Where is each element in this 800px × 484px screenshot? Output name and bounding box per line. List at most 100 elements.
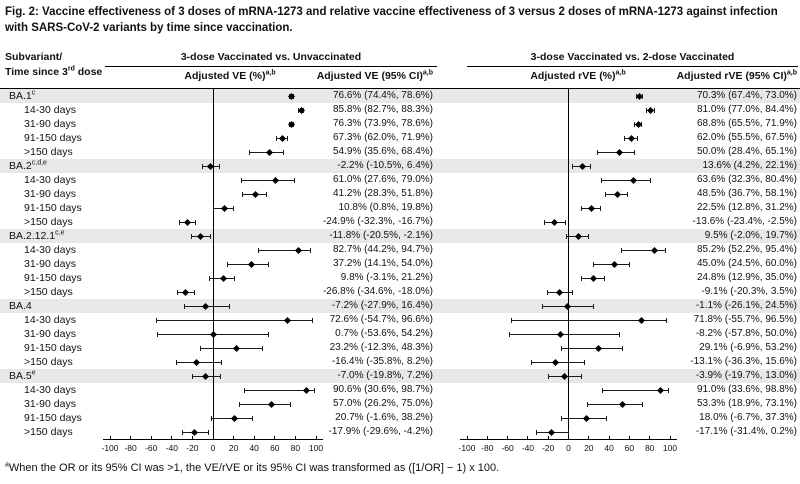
ci-cap-high (592, 303, 594, 309)
ve-ci-text: 57.0% (26.2%, 75.0%) (332, 398, 433, 409)
axis-tick-label: -20 (186, 443, 199, 453)
rve-ci-text: -13.6% (-23.4%, -2.5%) (692, 216, 798, 227)
axis-tick (191, 436, 193, 440)
row-label: 31-90 days (24, 258, 76, 270)
row-label: BA.5e (9, 369, 36, 383)
col-header-adjusted-rve-ci: Adjusted rVE (95% CI)a,b (676, 69, 797, 83)
row-label: 91-150 days (24, 132, 82, 144)
axis-tick-label: 40 (604, 443, 614, 453)
rve-ci-text: -9.1% (-20.3%, 3.5%) (701, 286, 797, 297)
ci-cap-low (244, 387, 246, 393)
ci-cap-low (199, 345, 201, 351)
row-label: BA.2c,d,e (9, 159, 47, 173)
ci-cap-high (583, 359, 585, 365)
axis-tick (628, 436, 630, 440)
ci-cap-low (596, 149, 598, 155)
row-label: 14-30 days (24, 104, 76, 116)
ci-cap-high (268, 261, 270, 267)
ci-cap-high (195, 219, 197, 225)
rve-ci-text: 24.8% (12.9%, 35.0%) (696, 272, 797, 283)
row-label: 91-150 days (24, 202, 82, 214)
rve-ci-text: 91.0% (33.6%, 98.8%) (696, 384, 797, 395)
ci-cap-high (220, 359, 222, 365)
ci-cap-low (572, 163, 574, 169)
ve-ci-text: -24.9% (-32.3%, -16.7%) (322, 216, 433, 227)
ci-cap-high (251, 415, 253, 421)
row-label: BA.1c (9, 89, 36, 103)
table-row: 91-150 days 67.3% (62.0%, 71.9%) 62.0% (… (0, 131, 800, 145)
ci-cap-high (642, 401, 644, 407)
figure-title: Fig. 2: Vaccine effectiveness of 3 doses… (5, 6, 778, 34)
rve-ci-text: 53.3% (18.9%, 73.1%) (696, 398, 797, 409)
rve-ci-text: 45.0% (24.5%, 60.0%) (696, 258, 797, 269)
ci-cap-low (624, 135, 626, 141)
ci-cap-low (191, 233, 193, 239)
axis-tick (150, 436, 152, 440)
rve-ci-text: 22.5% (12.8%, 31.2%) (696, 202, 797, 213)
table-row: >150 days -16.4% (-35.8%, 8.2%) -13.1% (… (0, 355, 800, 369)
table-row: 31-90 days 41.2% (28.3%, 51.8%) 48.5% (3… (0, 187, 800, 201)
axis-tick-label: 0 (566, 443, 571, 453)
ci-cap-high (603, 275, 605, 281)
ci-cap-high (628, 261, 630, 267)
axis-tick-label: -80 (481, 443, 494, 453)
ve-ci-text: -2.2% (-10.5%, 6.4%) (337, 160, 433, 171)
ci-cap-low (548, 373, 549, 379)
point-estimate-diamond (230, 414, 238, 422)
point-estimate-diamond (560, 372, 569, 380)
point-estimate-diamond (556, 330, 564, 338)
axis-tick-label: 20 (584, 443, 594, 453)
ci-cap-low (541, 303, 543, 309)
ci-cap-low (182, 429, 183, 435)
ci-cap-low (156, 317, 158, 323)
axis-tick (608, 436, 610, 440)
point-estimate-diamond (284, 316, 292, 324)
row-header-line1: Subvariant/ (5, 51, 63, 63)
axis-tick-label: 80 (644, 443, 655, 453)
ci-error-bar (258, 249, 311, 251)
row-label: >150 days (24, 146, 73, 158)
ve-ci-text: -7.0% (-19.8%, 7.2%) (337, 370, 433, 381)
rve-ci-text: 48.5% (36.7%, 58.1%) (696, 188, 797, 199)
ci-cap-high (668, 387, 670, 393)
ci-cap-high (636, 135, 638, 141)
ci-cap-low (175, 359, 177, 365)
ve-ci-text: 10.8% (0.8%, 19.8%) (338, 202, 434, 213)
ci-error-bar (601, 179, 651, 181)
point-estimate-diamond (547, 428, 555, 436)
table-row: >150 days -17.9% (-29.6%, -4.2%) -17.1% … (0, 425, 800, 439)
ci-cap-low (239, 401, 241, 407)
table-row: 91-150 days 9.8% (-3.1%, 21.2%) 24.8% (1… (0, 271, 800, 285)
ci-cap-low (249, 149, 251, 155)
ci-cap-high (568, 429, 570, 435)
ci-cap-low (276, 135, 278, 141)
point-estimate-diamond (627, 134, 635, 142)
ci-error-bar (156, 319, 313, 321)
ci-cap-high (571, 289, 573, 295)
ve-ci-text: 61.0% (27.6%, 79.0%) (332, 174, 433, 185)
left-panel-title: 3-dose Vaccinated vs. Unvaccinated (105, 51, 437, 67)
point-estimate-diamond (220, 204, 228, 212)
ci-cap-high (210, 233, 212, 239)
ve-ci-text: 54.9% (35.6%, 68.4%) (332, 146, 433, 157)
ci-error-bar (241, 179, 295, 181)
ve-ci-text: 67.3% (62.0%, 71.9%) (332, 132, 433, 143)
point-estimate-diamond (202, 302, 210, 310)
ci-cap-low (600, 177, 602, 183)
point-estimate-diamond (278, 134, 286, 142)
ve-ci-text: -11.8% (-20.5%, -2.1%) (329, 230, 433, 241)
table-row: >150 days -24.9% (-32.3%, -16.7%) -13.6%… (0, 215, 800, 229)
row-label: BA.2.12.1c,e (9, 229, 65, 243)
axis-tick-label: 20 (228, 443, 239, 453)
axis-tick-label: -20 (542, 443, 555, 453)
axis-tick-label: 60 (270, 443, 280, 453)
point-estimate-diamond (266, 148, 274, 156)
axis-tick (212, 436, 214, 440)
table-row: 91-150 days 23.2% (-12.3%, 48.3%) 29.1% … (0, 341, 800, 355)
zero-line (212, 89, 214, 440)
rve-ci-text: 18.0% (-6.7%, 37.3%) (699, 412, 797, 423)
ci-cap-low (620, 247, 622, 253)
point-estimate-diamond (583, 414, 591, 422)
ci-cap-low (587, 401, 589, 407)
